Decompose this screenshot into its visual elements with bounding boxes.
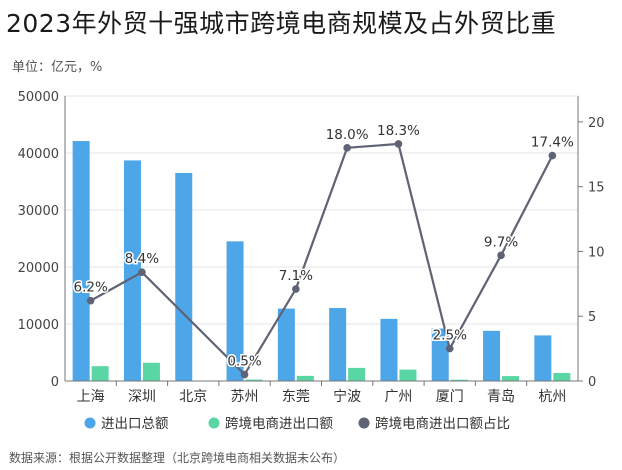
- axes: 0 10000 20000 30000 40000 50000 0 5 10 15 20 上海 深圳 北京…: [18, 90, 605, 405]
- left-tick-label: 10000: [18, 318, 59, 333]
- left-tick-label: 50000: [18, 90, 59, 105]
- left-tick-label: 30000: [18, 204, 59, 219]
- bar-total: [329, 308, 347, 381]
- right-tick-label: 20: [588, 116, 605, 131]
- bar-ecommerce: [553, 373, 571, 381]
- bar-ecommerce: [348, 367, 366, 381]
- bar-total: [226, 241, 244, 381]
- bar-total: [483, 330, 501, 381]
- unit-label: 单位：亿元，%: [12, 60, 103, 75]
- bars: [72, 141, 571, 381]
- legend: 进出口总额 跨境电商进出口额 跨境电商进出口额占比: [84, 416, 510, 432]
- x-tick-label: 青岛: [487, 389, 515, 405]
- share-point: [548, 151, 557, 160]
- legend-label: 进出口总额: [101, 416, 169, 432]
- bar-ecommerce: [450, 379, 468, 381]
- x-tick-label: 北京: [179, 389, 207, 405]
- x-tick-label: 东莞: [282, 389, 310, 405]
- bar-total: [380, 318, 398, 381]
- bar-ecommerce: [91, 366, 109, 381]
- chart-title: 2023年外贸十强城市跨境电商规模及占外贸比重: [6, 9, 557, 38]
- bar-total: [175, 172, 193, 381]
- x-tick-label: 深圳: [128, 389, 156, 405]
- source-note: 数据来源：根据公开数据整理（北京跨境电商相关数据未公布）: [9, 451, 346, 465]
- share-point: [138, 268, 146, 276]
- share-line: [86, 140, 557, 379]
- left-tick-label: 20000: [18, 261, 59, 276]
- x-tick-label: 厦门: [436, 389, 464, 405]
- right-tick-label: 5: [588, 310, 596, 325]
- legend-label: 跨境电商进出口额: [225, 416, 333, 432]
- x-tick-label: 苏州: [231, 389, 259, 405]
- share-data-label: 7.1%: [279, 268, 313, 284]
- legend-marker: [84, 417, 96, 429]
- share-point: [292, 285, 300, 293]
- share-point: [394, 140, 403, 148]
- bar-total: [534, 335, 552, 381]
- bar-ecommerce: [502, 376, 520, 381]
- share-point: [343, 144, 351, 152]
- grid: [65, 95, 578, 325]
- share-data-label: 17.4%: [531, 135, 574, 151]
- share-data-label: 18.0%: [326, 127, 369, 143]
- right-tick-label: 10: [588, 245, 605, 260]
- share-data-label: 6.2%: [73, 280, 107, 296]
- bar-ecommerce: [296, 375, 314, 381]
- bar-total: [72, 141, 90, 381]
- legend-marker: [358, 417, 370, 429]
- legend-marker: [208, 417, 220, 429]
- legend-label: 跨境电商进出口额占比: [375, 416, 510, 432]
- bar-ecommerce: [399, 369, 417, 381]
- bar-total: [277, 308, 295, 381]
- data-labels: 6.2% 8.4% 0.5% 7.1% 18.0% 18.3% 2.5% 9.7% 17.4%: [72, 121, 575, 371]
- share-point: [445, 344, 454, 353]
- right-tick-label: 15: [588, 181, 605, 196]
- share-data-label: 0.5%: [227, 354, 261, 370]
- bar-ecommerce: [245, 379, 263, 381]
- x-tick-label: 上海: [77, 389, 105, 405]
- share-data-label: 18.3%: [377, 123, 420, 139]
- share-point: [497, 251, 505, 260]
- x-tick-label: 杭州: [538, 389, 566, 405]
- left-tick-label: 0: [51, 375, 59, 390]
- share-data-label: 2.5%: [433, 328, 467, 344]
- share-data-label: 9.7%: [484, 234, 518, 250]
- left-tick-label: 40000: [18, 147, 59, 162]
- bar-total: [123, 160, 141, 381]
- share-point: [86, 296, 95, 305]
- share-data-label: 8.4%: [125, 251, 159, 267]
- bar-ecommerce: [142, 362, 160, 381]
- right-tick-label: 0: [588, 375, 596, 390]
- x-tick-label: 广州: [384, 389, 412, 405]
- bar-total: [431, 328, 449, 381]
- x-tick-label: 宁波: [333, 388, 361, 405]
- share-point: [240, 370, 249, 379]
